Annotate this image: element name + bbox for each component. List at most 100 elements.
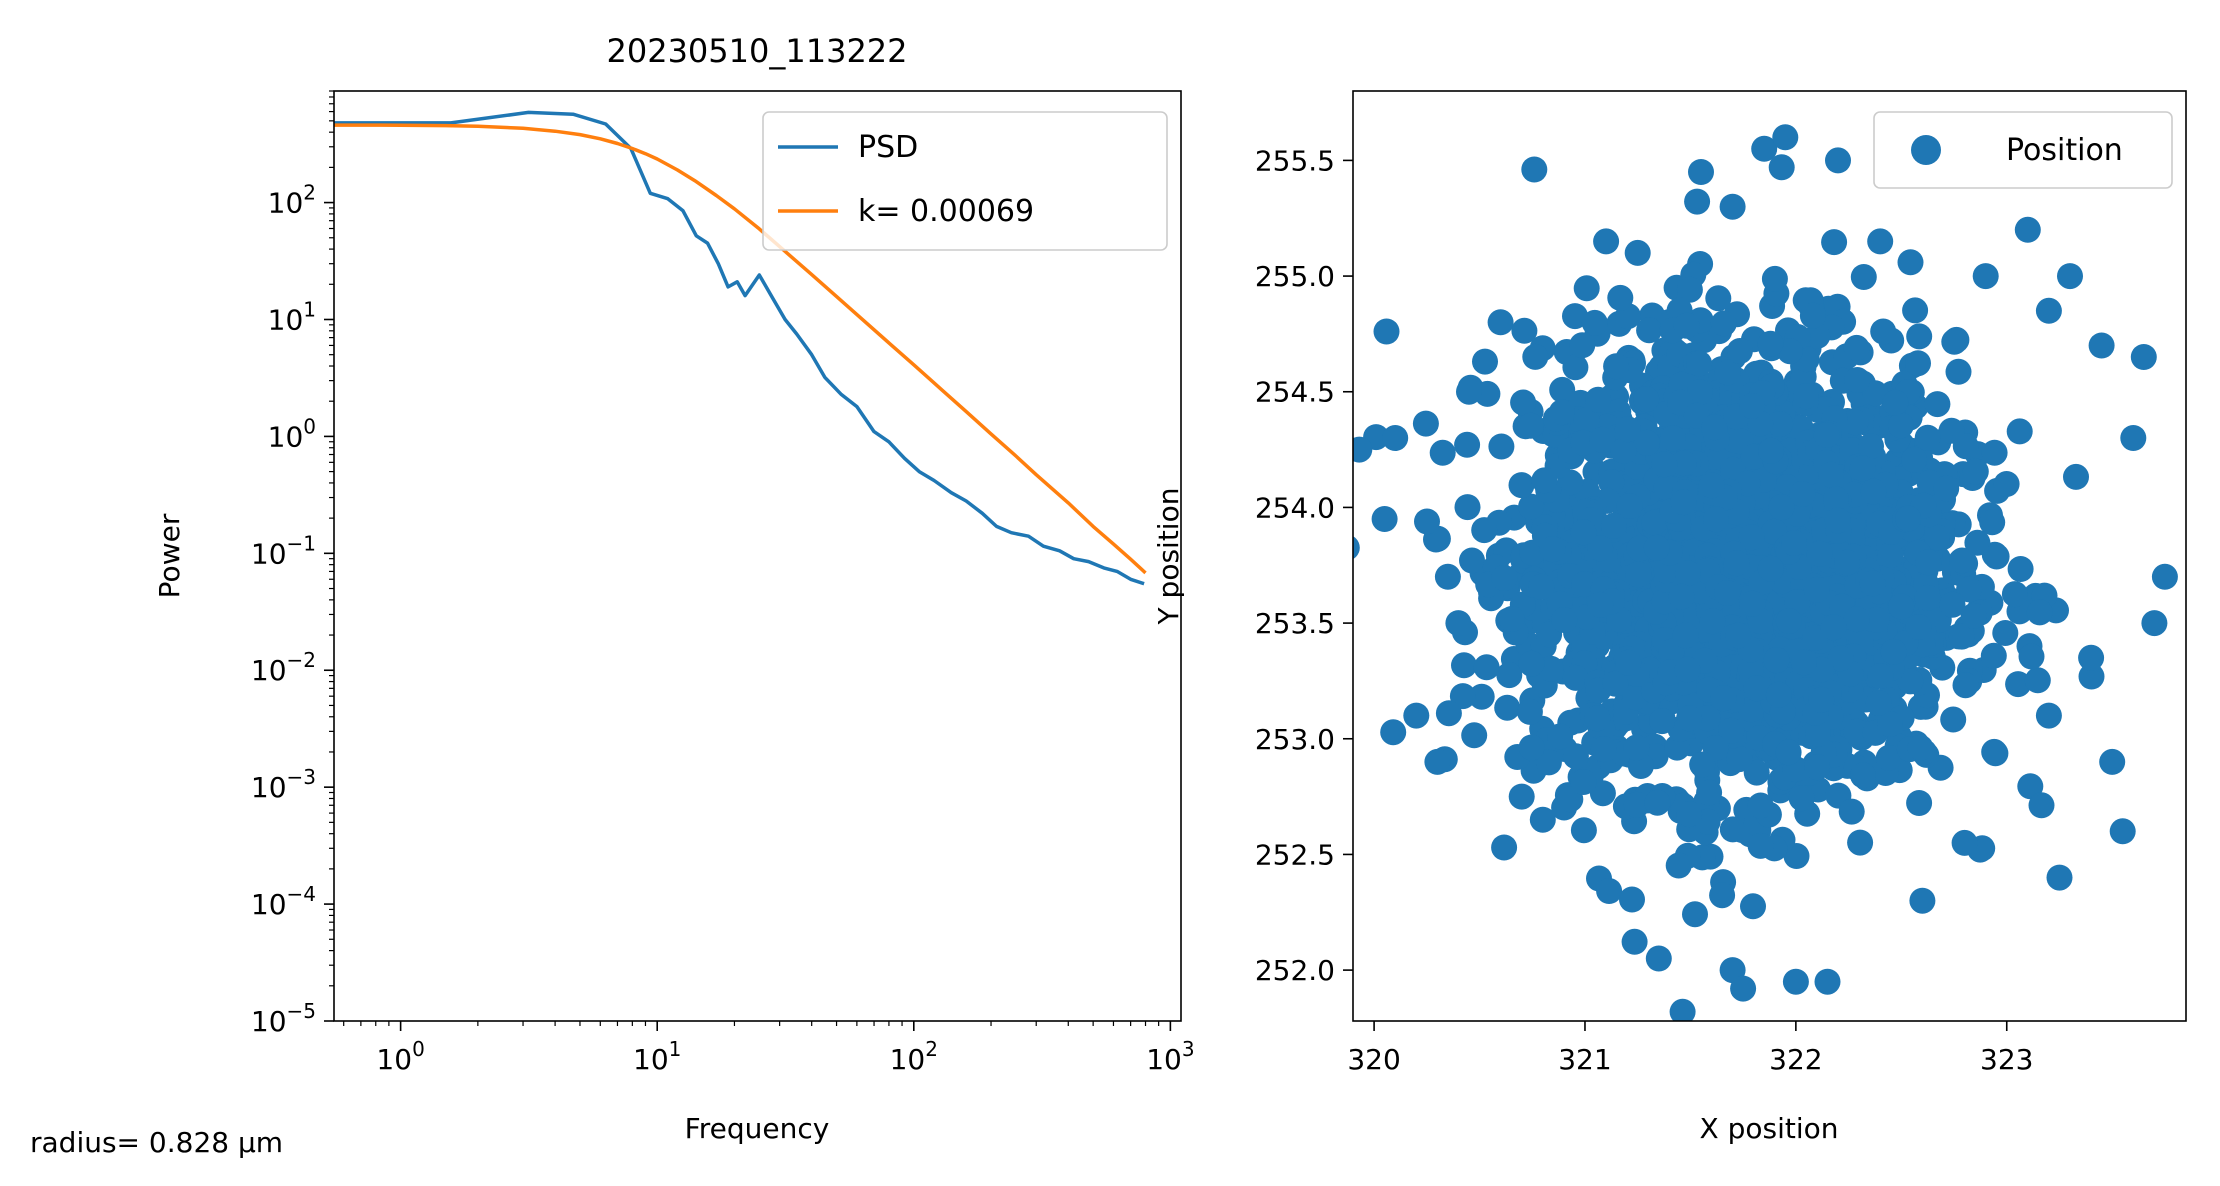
position-point — [1782, 968, 1809, 995]
position-point — [2028, 792, 2055, 819]
position-point — [1587, 535, 1614, 562]
position-point — [1488, 433, 1515, 460]
position-point — [1517, 412, 1544, 439]
position-point — [1808, 686, 1835, 713]
position-point — [1799, 302, 1826, 329]
position-point — [1901, 446, 1928, 473]
position-point — [1616, 493, 1643, 519]
position-point — [1775, 608, 1802, 634]
position-point — [1644, 789, 1671, 816]
position-point — [1887, 412, 1914, 439]
position-point — [1649, 708, 1676, 735]
position-ytick-label: 255.0 — [1255, 260, 1335, 293]
position-ytick-label: 252.0 — [1255, 954, 1335, 987]
position-point — [1494, 694, 1521, 721]
position-point — [2130, 344, 2157, 370]
psd-legend: PSD k= 0.00069 — [762, 111, 1168, 251]
position-point — [1703, 506, 1729, 533]
position-point — [1858, 433, 1884, 460]
position-point — [1570, 519, 1597, 546]
position-point — [1905, 614, 1932, 640]
position-point — [2099, 748, 2126, 775]
position-point — [1772, 124, 1799, 151]
psd-ytick-label: 10−1 — [251, 531, 316, 570]
psd-series-line — [334, 110, 1145, 586]
position-point — [1818, 461, 1845, 488]
psd-ytick-label: 10−5 — [251, 999, 316, 1038]
position-point — [1850, 762, 1876, 789]
position-point — [1813, 422, 1840, 448]
position-point — [1621, 928, 1648, 955]
position-point — [1696, 779, 1723, 806]
psd-legend-label-psd: PSD — [858, 130, 918, 165]
position-point — [1674, 656, 1701, 683]
position-point — [1806, 540, 1833, 567]
position-point — [1516, 698, 1543, 725]
position-xtick-label: 322 — [1769, 1043, 1822, 1076]
position-point — [1788, 785, 1815, 812]
psd-ytick-label: 100 — [268, 414, 316, 453]
position-point — [1424, 748, 1451, 775]
position-point — [1699, 608, 1726, 635]
position-point — [1371, 506, 1398, 532]
position-point — [1688, 159, 1714, 185]
position-ytick-label: 254.0 — [1255, 491, 1335, 524]
position-legend: Position — [1873, 111, 2173, 189]
position-point — [1429, 439, 1456, 466]
position-point — [1473, 654, 1500, 681]
position-point — [1508, 783, 1535, 810]
position-point — [1610, 437, 1637, 464]
position-point — [1838, 798, 1865, 825]
position-point — [1682, 901, 1708, 928]
position-point — [1860, 478, 1887, 505]
position-point — [1805, 720, 1831, 747]
position-point — [1823, 486, 1849, 513]
position-axes-ticks: 320 321 322 323 252.0 252.5 253.0 253.5 254.0 254… — [1255, 144, 2034, 1076]
psd-xlabel: Frequency — [685, 1112, 830, 1145]
position-point — [1434, 563, 1461, 590]
position-point — [1508, 472, 1535, 499]
position-point — [2151, 563, 2178, 590]
psd-chart: 20230510_113222 100 101 102 10310−510−410−3… — [153, 32, 1195, 1145]
position-point — [1705, 285, 1732, 312]
position-point — [2063, 463, 2089, 490]
position-point — [1827, 645, 1854, 672]
position-point — [2005, 671, 2032, 698]
position-point — [1600, 512, 1627, 539]
position-point — [1825, 147, 1851, 174]
position-point — [1758, 437, 1784, 464]
position-xtick-label: 320 — [1347, 1043, 1400, 1076]
position-point — [1518, 493, 1545, 520]
position-point — [1472, 348, 1498, 375]
position-point — [1992, 620, 2019, 646]
position-point — [1686, 379, 1713, 406]
position-ylabel: Y position — [1152, 488, 1185, 626]
radius-annotation: radius= 0.828 µm — [30, 1126, 283, 1159]
position-point — [1948, 623, 1975, 650]
position-point — [1850, 264, 1877, 290]
position-point — [1789, 481, 1816, 507]
position-point — [1623, 791, 1650, 818]
psd-ytick-label: 102 — [268, 181, 316, 220]
position-point — [1821, 229, 1848, 256]
position-point — [1584, 705, 1611, 732]
position-legend-marker — [1911, 135, 1941, 165]
position-ytick-label: 253.0 — [1255, 723, 1335, 756]
position-point — [1979, 509, 2006, 536]
position-point — [1511, 317, 1538, 344]
position-point — [1461, 722, 1488, 749]
position-point — [1761, 265, 1788, 292]
position-point — [1960, 602, 1987, 629]
position-point — [1510, 389, 1537, 416]
position-point — [1738, 524, 1765, 551]
position-point — [1459, 547, 1485, 574]
position-point — [1897, 249, 1924, 276]
position-point — [1847, 829, 1874, 856]
position-point — [1539, 536, 1566, 563]
position-point — [1659, 425, 1686, 452]
position-point — [1414, 508, 1440, 535]
position-series-group — [1353, 124, 2178, 1021]
position-point — [1590, 736, 1617, 763]
position-point — [1551, 607, 1578, 633]
position-point — [1981, 439, 2008, 466]
